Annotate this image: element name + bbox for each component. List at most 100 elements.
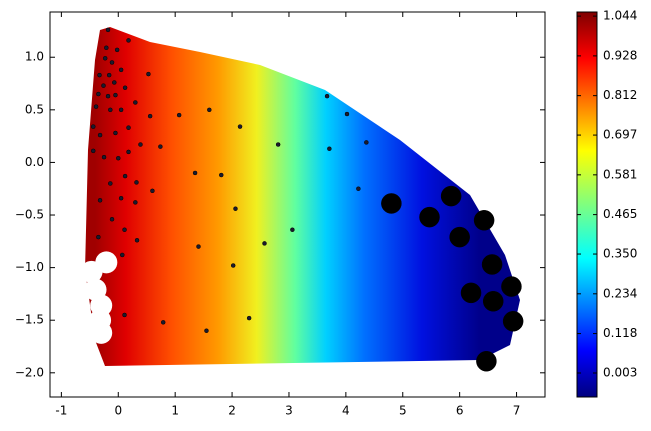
point — [160, 320, 166, 325]
colorbar-tick-label: 0.697 — [603, 128, 637, 142]
point — [473, 210, 495, 231]
point — [108, 107, 113, 113]
point — [481, 254, 503, 275]
point — [146, 71, 151, 77]
point — [118, 67, 124, 73]
point — [105, 93, 111, 99]
colorbar-tick-label: 1.044 — [603, 9, 637, 23]
colorbar-tick-label: 0.118 — [603, 326, 637, 340]
x-tick-label: 5 — [399, 404, 407, 418]
point — [126, 125, 131, 130]
x-tick-label: 3 — [285, 404, 293, 418]
point — [122, 173, 128, 179]
point — [176, 112, 182, 118]
point — [90, 124, 96, 129]
colorbar-tick-label: 0.812 — [603, 88, 637, 102]
point — [118, 107, 124, 113]
x-tick-label: 1 — [171, 404, 179, 418]
point — [101, 154, 107, 160]
point — [97, 198, 103, 203]
point — [476, 350, 497, 372]
point — [381, 193, 402, 214]
point — [356, 186, 361, 191]
point — [97, 72, 102, 78]
point — [114, 47, 120, 53]
point — [230, 263, 236, 268]
point — [102, 56, 108, 61]
point — [93, 104, 99, 109]
colorbar-tick-label: 0.003 — [603, 366, 637, 380]
colorbar — [576, 11, 598, 398]
point — [440, 185, 462, 207]
point — [246, 315, 252, 321]
point — [449, 226, 470, 248]
point — [219, 172, 224, 178]
x-tick-label: 6 — [456, 404, 464, 418]
point — [233, 206, 238, 211]
point — [126, 149, 131, 155]
point — [237, 124, 243, 129]
point — [502, 311, 524, 332]
point — [158, 144, 163, 149]
point — [116, 155, 121, 161]
point — [118, 195, 124, 201]
point — [122, 227, 127, 232]
point — [101, 83, 106, 88]
point — [113, 130, 118, 136]
point — [324, 93, 330, 99]
colorbar-tick-label: 0.928 — [603, 48, 637, 62]
point — [113, 92, 118, 98]
point — [134, 180, 139, 185]
point — [207, 107, 212, 113]
x-tick-label: 2 — [228, 404, 236, 418]
point — [133, 100, 138, 105]
point — [150, 188, 155, 194]
contour-field — [85, 27, 520, 366]
x-tick-label: 0 — [114, 404, 122, 418]
y-tick-label: −1.5 — [15, 313, 44, 327]
x-tick-label: 4 — [342, 404, 350, 418]
colorbar-tick-label: 0.581 — [603, 167, 637, 181]
point — [344, 111, 350, 117]
point — [327, 146, 332, 151]
colorbar-tick-label: 0.234 — [603, 286, 637, 300]
y-tick-label: −2.0 — [15, 365, 44, 379]
point — [275, 142, 281, 147]
point — [80, 260, 103, 283]
point — [262, 241, 267, 246]
point — [204, 328, 209, 333]
point — [196, 244, 201, 249]
point — [192, 170, 198, 176]
point — [109, 60, 115, 65]
point — [133, 200, 138, 205]
y-tick-label: 0.5 — [25, 102, 44, 116]
x-tick-label: 7 — [513, 404, 521, 418]
y-tick-label: −0.5 — [15, 208, 44, 222]
point — [109, 216, 115, 222]
point — [122, 312, 127, 318]
point — [290, 227, 295, 232]
point — [90, 148, 96, 154]
plot-frame — [49, 11, 546, 398]
x-tick-label: -1 — [55, 404, 67, 418]
point — [364, 140, 369, 145]
y-tick-label: 1.0 — [25, 50, 44, 64]
point — [482, 291, 504, 312]
point — [138, 142, 143, 147]
point — [108, 181, 113, 186]
point — [147, 113, 153, 119]
point — [120, 252, 125, 258]
point — [105, 27, 111, 33]
colorbar-tick-label: 0.465 — [603, 207, 637, 221]
y-tick-label: −1.0 — [15, 260, 44, 274]
point — [460, 282, 482, 304]
point — [134, 238, 140, 243]
point — [112, 80, 117, 85]
y-tick-label: 0.0 — [25, 155, 44, 169]
point — [97, 132, 103, 138]
point — [501, 276, 522, 297]
point — [104, 45, 109, 51]
colorbar-tick-label: 0.350 — [603, 247, 637, 261]
point — [106, 72, 112, 78]
